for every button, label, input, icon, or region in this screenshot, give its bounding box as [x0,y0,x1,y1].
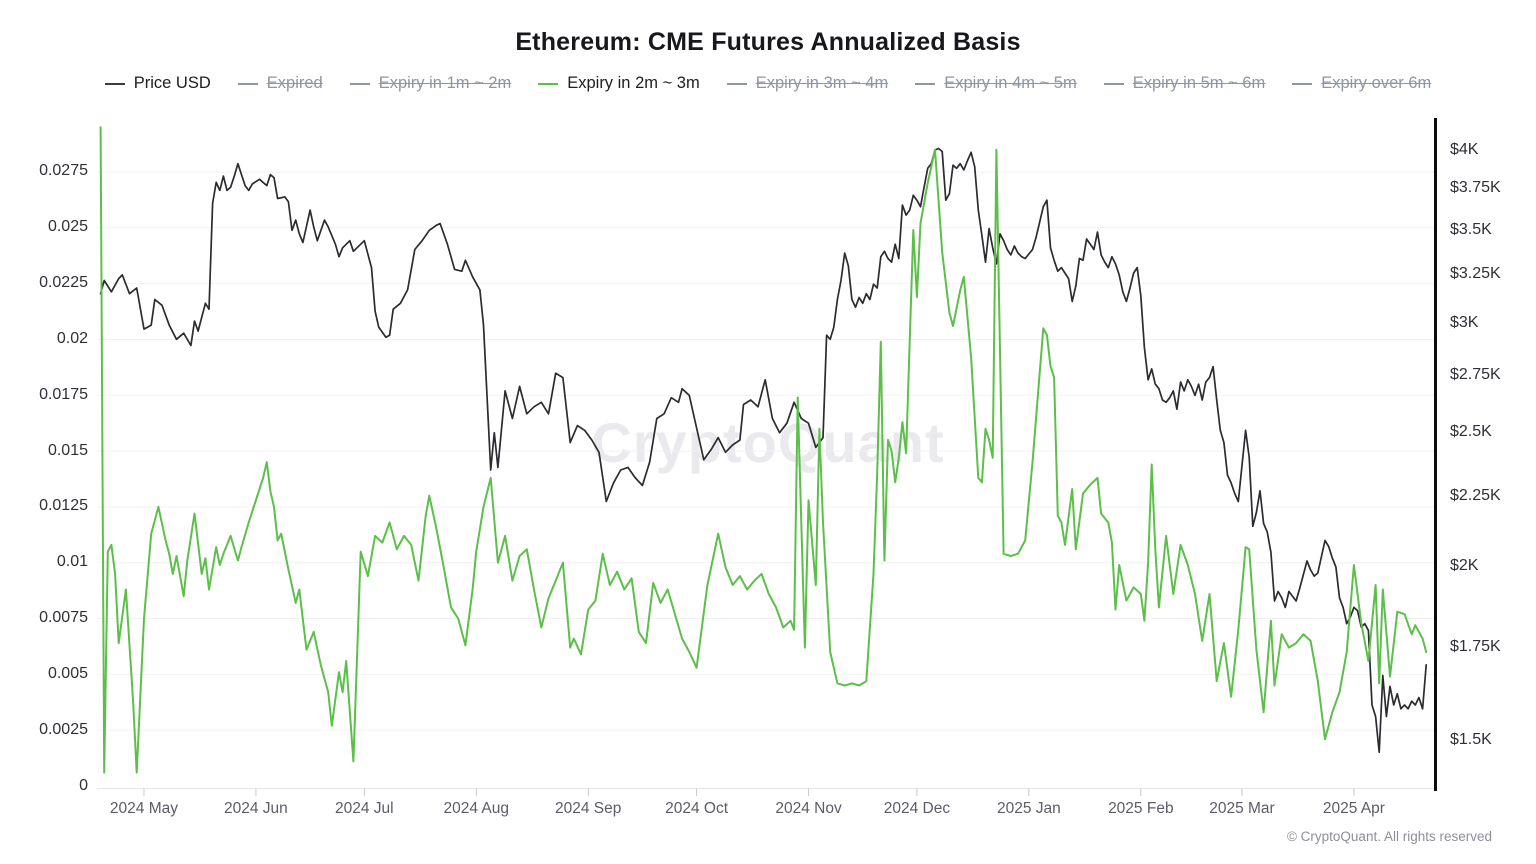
legend-item-expiry-in-3m-4m[interactable]: Expiry in 3m ~ 4m [726,74,889,93]
legend-item-label: Price USD [133,74,211,92]
legend-item-expiry-in-2m-3m[interactable]: Expiry in 2m ~ 3m [538,74,700,93]
left-axis-tick-label: 0.0175 [39,385,88,403]
left-axis-tick-label: 0.0025 [39,720,88,738]
x-axis-month-label: 2024 Jun [224,800,288,817]
left-axis-tick-label: 0.025 [47,218,88,236]
legend-item-expired[interactable]: Expired [237,74,323,93]
legend-dash-icon [1103,82,1124,85]
price-usd-line [99,147,1428,754]
right-axis-tick-label: $3.75K [1450,179,1501,197]
left-axis-tick-label: 0.02 [56,329,88,347]
legend-item-label: Expiry in 5m ~ 6m [1132,74,1266,92]
right-axis-tick-label: $1.75K [1450,637,1501,655]
legend-item-label: Expiry in 2m ~ 3m [567,74,700,92]
legend-dash-icon [915,82,936,85]
chart-legend: Price USD Expired Expiry in 1m ~ 2m Expiry … [0,74,1536,93]
right-axis-tick-label: $2.75K [1450,365,1501,383]
legend-dash-icon [538,82,559,85]
x-axis-month-label: 2024 Sep [555,800,622,817]
page-title: Ethereum: CME Futures Annualized Basis [515,28,1021,56]
legend-item-expiry-in-1m-2m[interactable]: Expiry in 1m ~ 2m [349,74,512,93]
left-axis-tick-label: 0.0075 [39,609,88,627]
legend-dash-icon [104,82,125,85]
legend-dash-icon [726,82,747,85]
right-axis-tick-label: $4K [1450,140,1479,158]
legend-item-label: Expired [266,74,323,92]
legend-dash-icon [1292,82,1313,85]
right-axis-tick-label: $3.5K [1450,220,1492,238]
left-axis-tick-label: 0.005 [47,664,88,682]
right-axis-tick-label: $3.25K [1450,265,1501,283]
x-axis-month-label: 2024 Aug [443,800,509,817]
legend-item-label: Expiry in 1m ~ 2m [378,74,512,92]
legend-item-label: Expiry in 3m ~ 4m [755,74,889,92]
legend-item-expiry-over-6m[interactable]: Expiry over 6m [1292,74,1431,93]
right-axis-tick-label: $2.25K [1450,486,1501,504]
copyright-footer: © CryptoQuant. All rights reserved [1286,829,1492,844]
right-axis-tick-label: $2.5K [1450,423,1492,441]
right-axis-tick-label: $3K [1450,313,1479,331]
right-axis-tick-label: $1.5K [1450,730,1492,748]
legend-item-label: Expiry over 6m [1321,74,1432,92]
x-axis-month-label: 2024 Dec [883,800,951,817]
left-axis-tick-label: 0 [79,776,88,794]
x-axis-month-label: 2024 Nov [775,800,842,817]
x-axis-month-label: 2024 Jul [334,800,394,817]
x-axis-month-label: 2024 Oct [665,800,729,817]
x-axis-month-label: 2025 Mar [1209,800,1275,817]
legend-item-expiry-in-5m-6m[interactable]: Expiry in 5m ~ 6m [1103,74,1266,93]
legend-dash-icon [349,82,370,85]
x-axis-month-label: 2024 May [109,800,178,817]
x-axis-month-label: 2025 Apr [1322,800,1385,817]
right-axis-tick-label: $2K [1450,557,1479,575]
legend-item-price-usd[interactable]: Price USD [104,74,211,93]
legend-dash-icon [237,82,258,85]
left-axis-tick-label: 0.0225 [39,274,88,292]
left-axis-tick-label: 0.01 [56,553,88,571]
expiry-in-2m-3m-line [99,126,1428,774]
x-axis-month-label: 2025 Jan [996,800,1061,817]
left-axis-tick-label: 0.0125 [39,497,88,515]
left-axis-tick-label: 0.015 [47,441,88,459]
legend-item-label: Expiry in 4m ~ 5m [944,74,1077,92]
left-axis-tick-label: 0.0275 [39,162,88,180]
legend-item-expiry-in-4m-5m[interactable]: Expiry in 4m ~ 5m [915,74,1077,93]
x-axis-month-label: 2025 Feb [1108,800,1174,817]
